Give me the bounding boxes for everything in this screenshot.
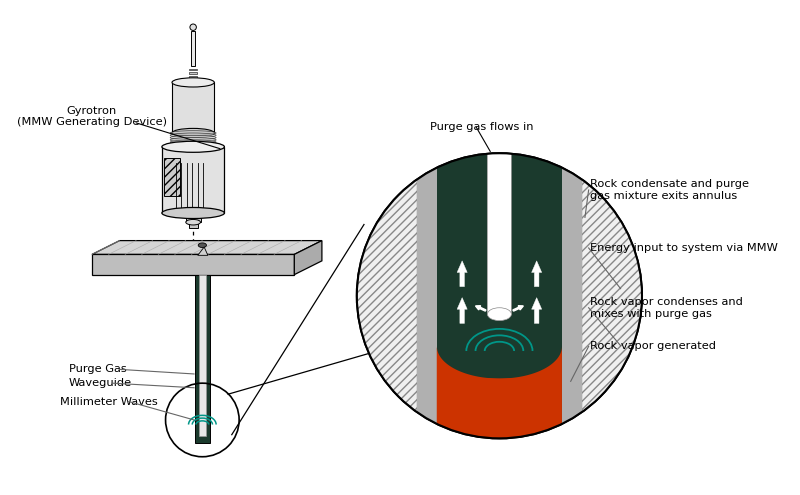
FancyArrow shape [513,306,523,311]
Polygon shape [532,261,542,287]
Bar [511,153,562,439]
FancyArrow shape [475,306,486,311]
Polygon shape [437,346,562,439]
Bar [198,275,206,436]
Bar [195,275,210,443]
Text: Gyrotron
(MMW Generating Device): Gyrotron (MMW Generating Device) [17,105,167,127]
Bar [562,153,582,439]
Bar [162,147,225,213]
Text: Purge Gas: Purge Gas [69,364,126,374]
Polygon shape [294,241,322,275]
Polygon shape [92,241,322,254]
Bar [487,153,511,314]
Bar [190,76,197,78]
Polygon shape [532,297,542,323]
Bar [190,69,197,70]
Polygon shape [92,254,294,275]
Text: Millimeter Waves: Millimeter Waves [60,396,158,406]
Bar [172,82,214,133]
Ellipse shape [170,133,216,138]
Text: Rock vapor generated: Rock vapor generated [590,342,717,351]
Text: Energy input to system via MMW: Energy input to system via MMW [590,243,778,253]
Bar [191,31,195,66]
Ellipse shape [162,141,225,152]
Polygon shape [457,261,467,287]
Text: Purge gas flows in: Purge gas flows in [430,122,534,133]
Ellipse shape [172,78,214,87]
Circle shape [190,24,196,31]
Bar [417,153,437,439]
Polygon shape [457,297,467,323]
Ellipse shape [487,308,511,321]
Text: Waveguide: Waveguide [69,378,132,388]
Polygon shape [437,346,562,439]
Bar [487,153,511,314]
Bar [437,153,562,439]
Bar [189,220,198,228]
Ellipse shape [186,219,201,225]
Text: Rock vapor condenses and
mixes with purge gas: Rock vapor condenses and mixes with purg… [590,297,743,319]
Bar [190,80,197,82]
Bar [357,153,417,439]
Ellipse shape [198,243,206,248]
Bar [190,72,197,74]
Ellipse shape [172,128,214,138]
Ellipse shape [170,138,216,142]
Bar [582,153,642,439]
Ellipse shape [170,135,216,140]
Ellipse shape [162,207,225,218]
Polygon shape [198,247,208,255]
Text: Rock condensate and purge
gas mixture exits annulus: Rock condensate and purge gas mixture ex… [590,179,750,201]
Ellipse shape [487,308,511,321]
Bar [186,213,201,222]
Circle shape [357,153,642,439]
Bar [164,158,180,197]
Ellipse shape [170,140,216,145]
Ellipse shape [170,131,216,135]
Circle shape [357,153,642,439]
Bar [437,153,487,439]
